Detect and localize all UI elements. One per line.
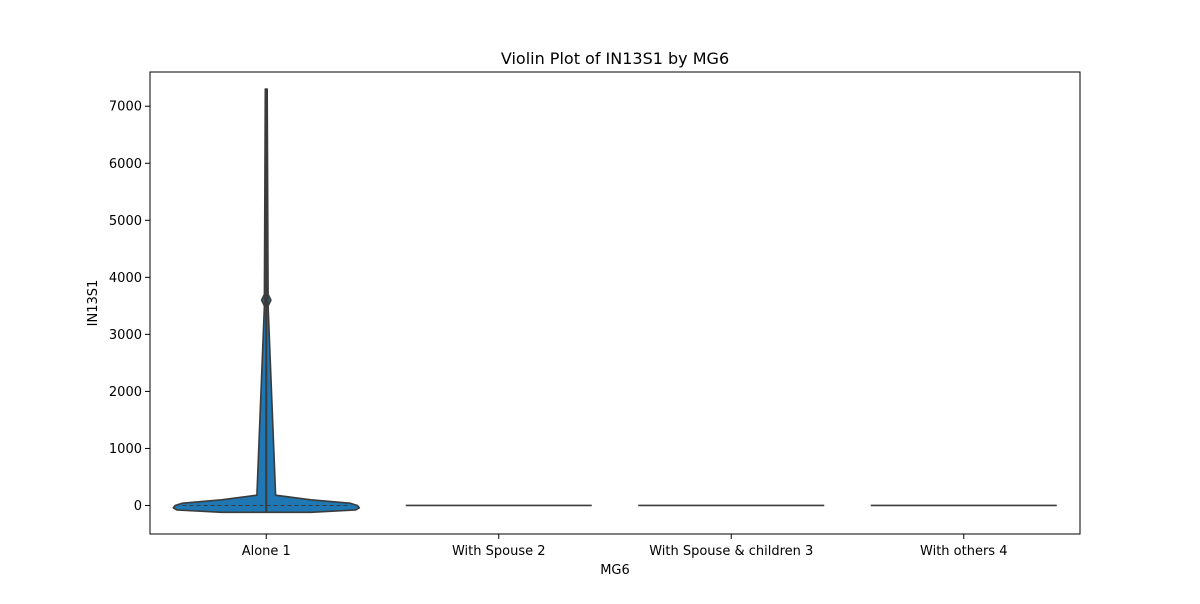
- y-tick-label: 6000: [109, 157, 142, 172]
- y-tick-label: 7000: [109, 100, 142, 115]
- plot-layer: [172, 88, 1057, 514]
- y-tick-label: 2000: [109, 385, 142, 400]
- y-tick-label: 5000: [109, 214, 142, 229]
- x-tick-label: With Spouse & children 3: [649, 544, 813, 559]
- y-axis-label: IN13S1: [86, 280, 101, 327]
- chart-title: Violin Plot of IN13S1 by MG6: [501, 49, 729, 68]
- y-tick-label: 4000: [109, 271, 142, 286]
- x-tick-label: With Spouse 2: [452, 544, 546, 559]
- y-tick-label: 3000: [109, 328, 142, 343]
- x-tick-label: Alone 1: [242, 544, 291, 559]
- y-axis: 0 1000 2000 3000 4000 5000 6000 7000: [109, 100, 150, 514]
- x-tick-label: With others 4: [920, 544, 1007, 559]
- x-axis-label: MG6: [600, 563, 630, 578]
- plot-frame: [149, 71, 1081, 535]
- violin-outlier-bulge: [263, 293, 269, 308]
- x-axis: Alone 1 With Spouse 2 With Spouse & childr…: [242, 534, 1007, 559]
- y-tick-label: 0: [134, 499, 142, 514]
- y-tick-label: 1000: [109, 442, 142, 457]
